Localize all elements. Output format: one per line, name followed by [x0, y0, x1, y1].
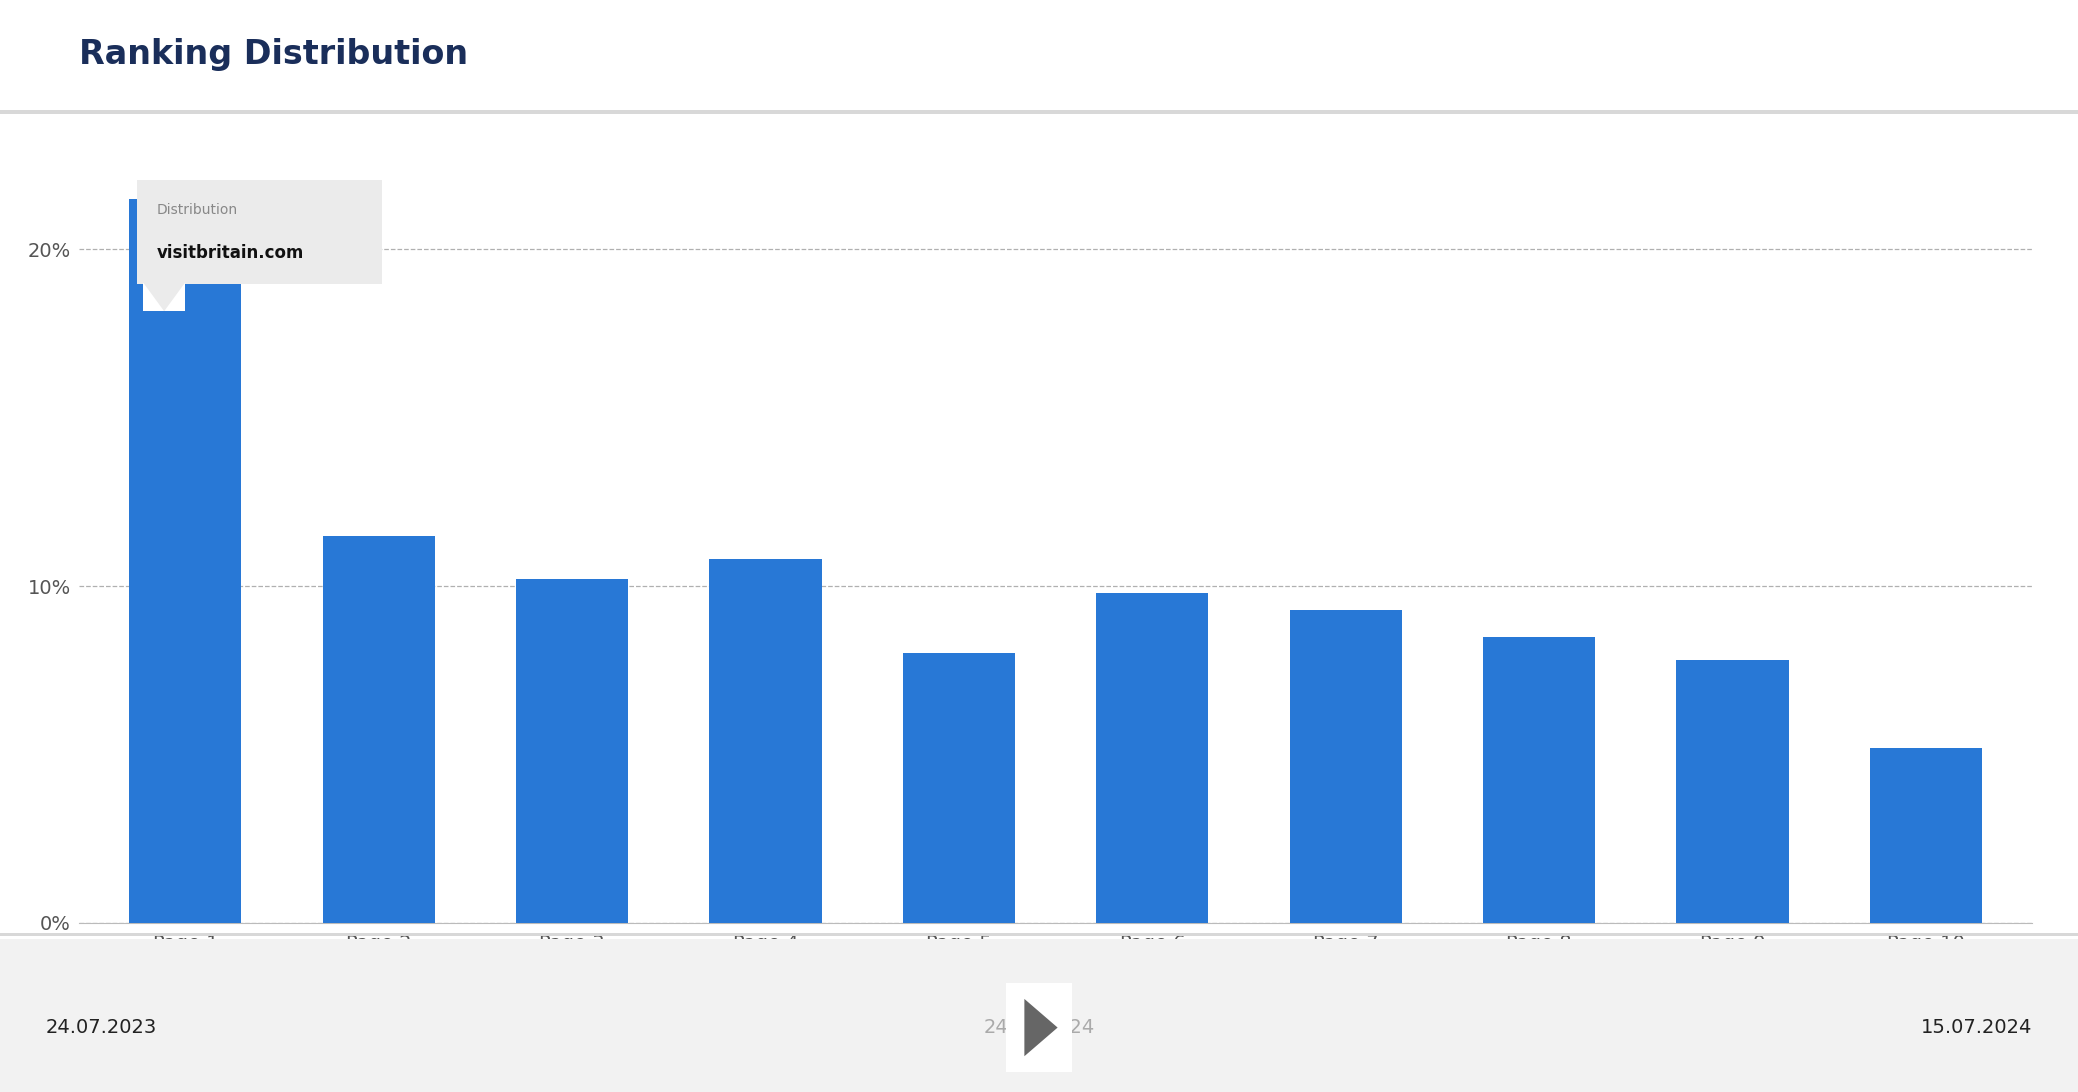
Polygon shape — [1024, 999, 1058, 1056]
Text: 15.07.2024: 15.07.2024 — [1920, 1019, 2032, 1037]
Bar — [1097, 593, 1209, 923]
Text: 24.07.2023: 24.07.2023 — [46, 1019, 158, 1037]
Text: Ranking Distribution: Ranking Distribution — [79, 38, 468, 71]
Bar — [515, 579, 628, 923]
Bar — [322, 535, 434, 923]
FancyBboxPatch shape — [1004, 981, 1074, 1075]
Text: visitbritain.com: visitbritain.com — [156, 245, 303, 262]
Text: 24.06.2024: 24.06.2024 — [983, 1019, 1095, 1037]
Bar — [1484, 637, 1596, 923]
Bar — [1677, 660, 1789, 923]
Bar — [1290, 609, 1403, 923]
Bar — [709, 559, 821, 923]
Polygon shape — [143, 283, 185, 311]
Bar — [902, 653, 1014, 923]
Text: Distribution: Distribution — [156, 203, 237, 217]
Bar — [129, 199, 241, 923]
Bar — [1870, 748, 1982, 923]
